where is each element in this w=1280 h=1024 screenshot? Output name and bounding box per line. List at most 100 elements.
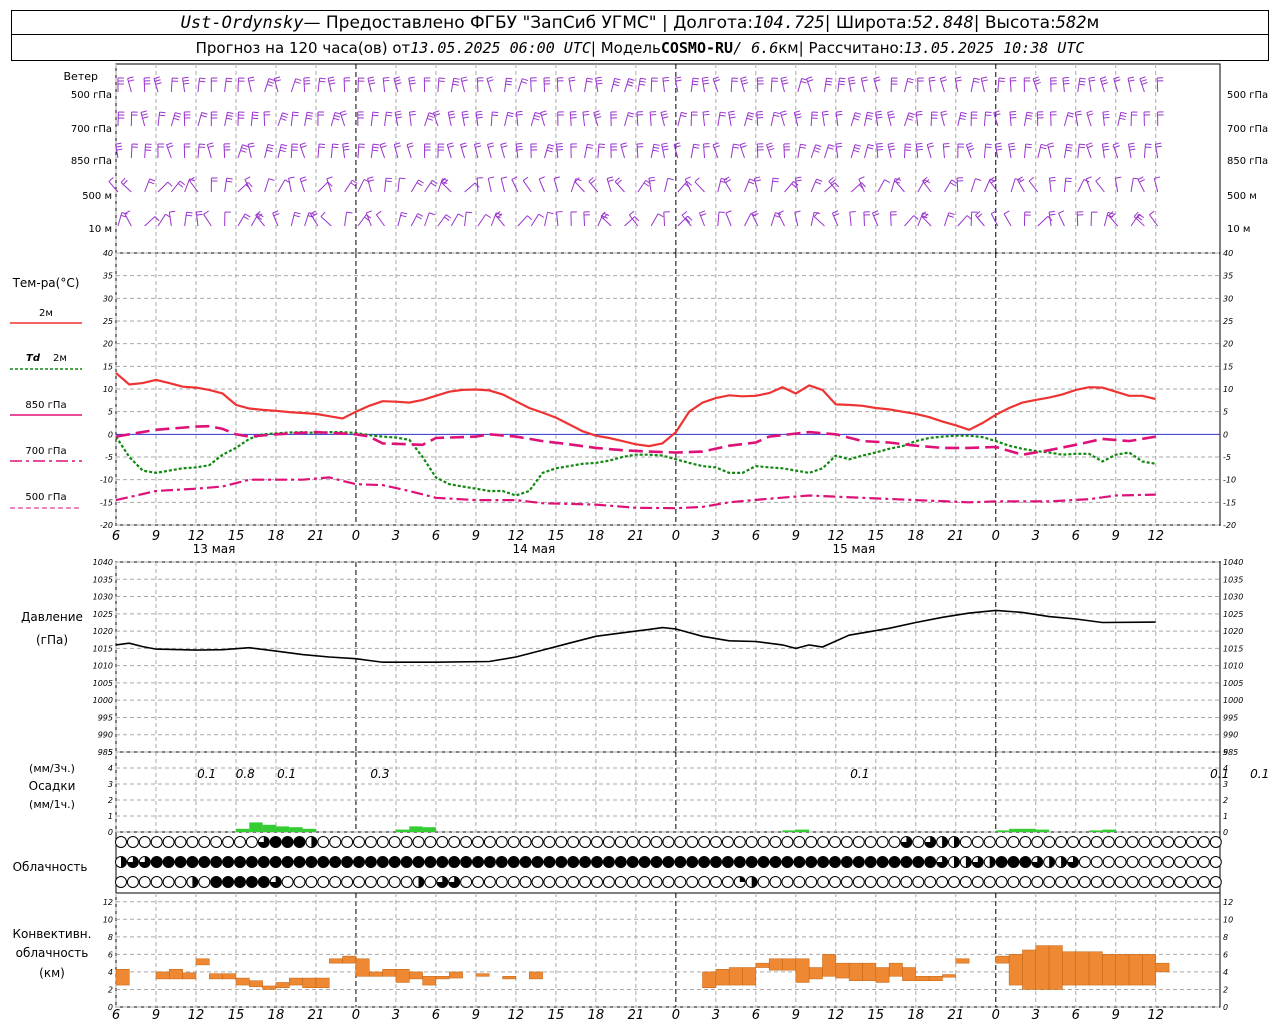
- cloud-circle: [1007, 876, 1020, 888]
- wind-barb-flag: [575, 178, 582, 182]
- conv-bar: [1088, 951, 1103, 986]
- wind-barb: [538, 178, 546, 193]
- wind-barb: [500, 178, 506, 193]
- wind-barb: [339, 112, 346, 127]
- wind-barb-flag: [853, 149, 860, 153]
- wind-barb: [895, 181, 905, 193]
- conv-bar: [1008, 954, 1023, 986]
- hour-tick-label: 3: [1032, 1008, 1040, 1023]
- cloud-fraction: [954, 836, 960, 848]
- wind-barb: [863, 211, 865, 227]
- wind-barb-flag: [773, 114, 780, 117]
- precip-bar: [795, 829, 810, 832]
- wind-barb-flag: [294, 211, 301, 215]
- conv-bar: [1128, 954, 1143, 986]
- hour-tick-label: 6: [1072, 529, 1080, 544]
- wind-barb-flag: [1101, 82, 1108, 85]
- wind-barb-flag: [292, 111, 299, 114]
- wind-barb-flag: [995, 145, 1002, 148]
- wind-barb: [250, 112, 254, 127]
- cloud-circle: [805, 856, 818, 868]
- cloud-circle: [817, 856, 830, 868]
- cloud-circle: [495, 876, 508, 888]
- cloud-circle: [555, 876, 568, 888]
- wind-barb: [310, 213, 319, 227]
- wind-barb-flag: [1062, 76, 1069, 79]
- cloud-circle: [1102, 876, 1115, 888]
- wind-barb-flag: [444, 216, 450, 221]
- wind-barb-flag: [692, 77, 700, 80]
- wind-barb: [813, 216, 825, 227]
- wind-barb-flag: [522, 176, 529, 181]
- cloud-circle: [674, 876, 687, 888]
- wind-barb-flag: [1040, 143, 1048, 147]
- cloud-fraction: [418, 876, 424, 888]
- conv-bar: [888, 962, 903, 977]
- precip-3h-label: 0.1: [197, 767, 216, 781]
- hour-tick-label: 15: [868, 529, 885, 544]
- wind-barb-flag: [861, 182, 866, 188]
- wind-barb-flag: [332, 146, 339, 149]
- wind-barb: [1130, 213, 1140, 227]
- wind-barb-flag: [252, 114, 259, 117]
- wind-barb: [690, 144, 695, 159]
- wind-barb-flag: [521, 81, 528, 84]
- wind-barb-flag: [906, 117, 913, 121]
- wind-barb-flag: [774, 215, 781, 218]
- wind-barb: [863, 112, 868, 127]
- cloud-circle: [376, 876, 389, 888]
- wind-barb-flag: [1049, 179, 1056, 182]
- wind-barb-flag: [1065, 180, 1072, 183]
- wind-barb: [701, 78, 706, 93]
- wind-barb-flag: [343, 148, 350, 151]
- wind-barb: [272, 212, 279, 227]
- wind-barb-flag: [895, 177, 901, 182]
- cloud-circle: [150, 836, 163, 848]
- wind-barb-flag: [613, 83, 620, 87]
- cloud-circle: [602, 836, 615, 848]
- wind-barb-flag: [922, 176, 928, 182]
- pressure-ytick-right: 1030: [1223, 593, 1243, 602]
- wind-barb-flag: [1115, 176, 1122, 179]
- precip-unit-3h: (мм/3ч.): [29, 762, 75, 775]
- wind-barb: [1113, 78, 1119, 93]
- wind-barb: [756, 112, 759, 127]
- wind-barb: [157, 181, 169, 193]
- wind-barb-flag: [1119, 117, 1126, 120]
- cloud-circle: [1209, 856, 1222, 868]
- cloud-circle: [210, 836, 223, 848]
- cloud-circle: [781, 876, 794, 888]
- wind-barb: [1077, 179, 1085, 193]
- cloud-circle: [495, 856, 508, 868]
- wind-barb: [330, 112, 336, 127]
- precip-bar: [262, 824, 276, 832]
- wind-barb-flag: [1010, 117, 1017, 119]
- wind-barb-flag: [827, 147, 834, 150]
- hour-tick-label: 3: [1032, 529, 1040, 544]
- wind-barb-flag: [794, 110, 801, 113]
- wind-barb-flag: [534, 114, 541, 118]
- wind-barb-flag: [516, 148, 523, 151]
- cloud-circle: [1114, 836, 1127, 848]
- cloud-circle: [115, 876, 127, 888]
- conv-bar: [1075, 951, 1090, 986]
- wind-barb-flag: [719, 114, 726, 117]
- wind-barb-flag: [693, 146, 700, 149]
- wind-barb-flag: [553, 176, 560, 180]
- wind-barb: [956, 177, 959, 193]
- wind-barb-flag: [981, 76, 988, 79]
- wind-barb-flag: [875, 110, 882, 113]
- wind-barb-flag: [148, 181, 155, 185]
- cloud-circle: [686, 876, 699, 888]
- wind-barb: [437, 178, 443, 193]
- wind-barb-flag: [1155, 142, 1162, 145]
- cloud-circle: [1126, 876, 1139, 888]
- wind-barb-flag: [929, 79, 936, 82]
- hour-tick-label: 0: [352, 529, 360, 544]
- wind-barb: [157, 213, 166, 227]
- cloud-circle: [698, 856, 711, 868]
- wind-barb: [140, 112, 146, 127]
- wind-barb-flag: [280, 117, 287, 121]
- wind-barb-flag: [1127, 76, 1135, 79]
